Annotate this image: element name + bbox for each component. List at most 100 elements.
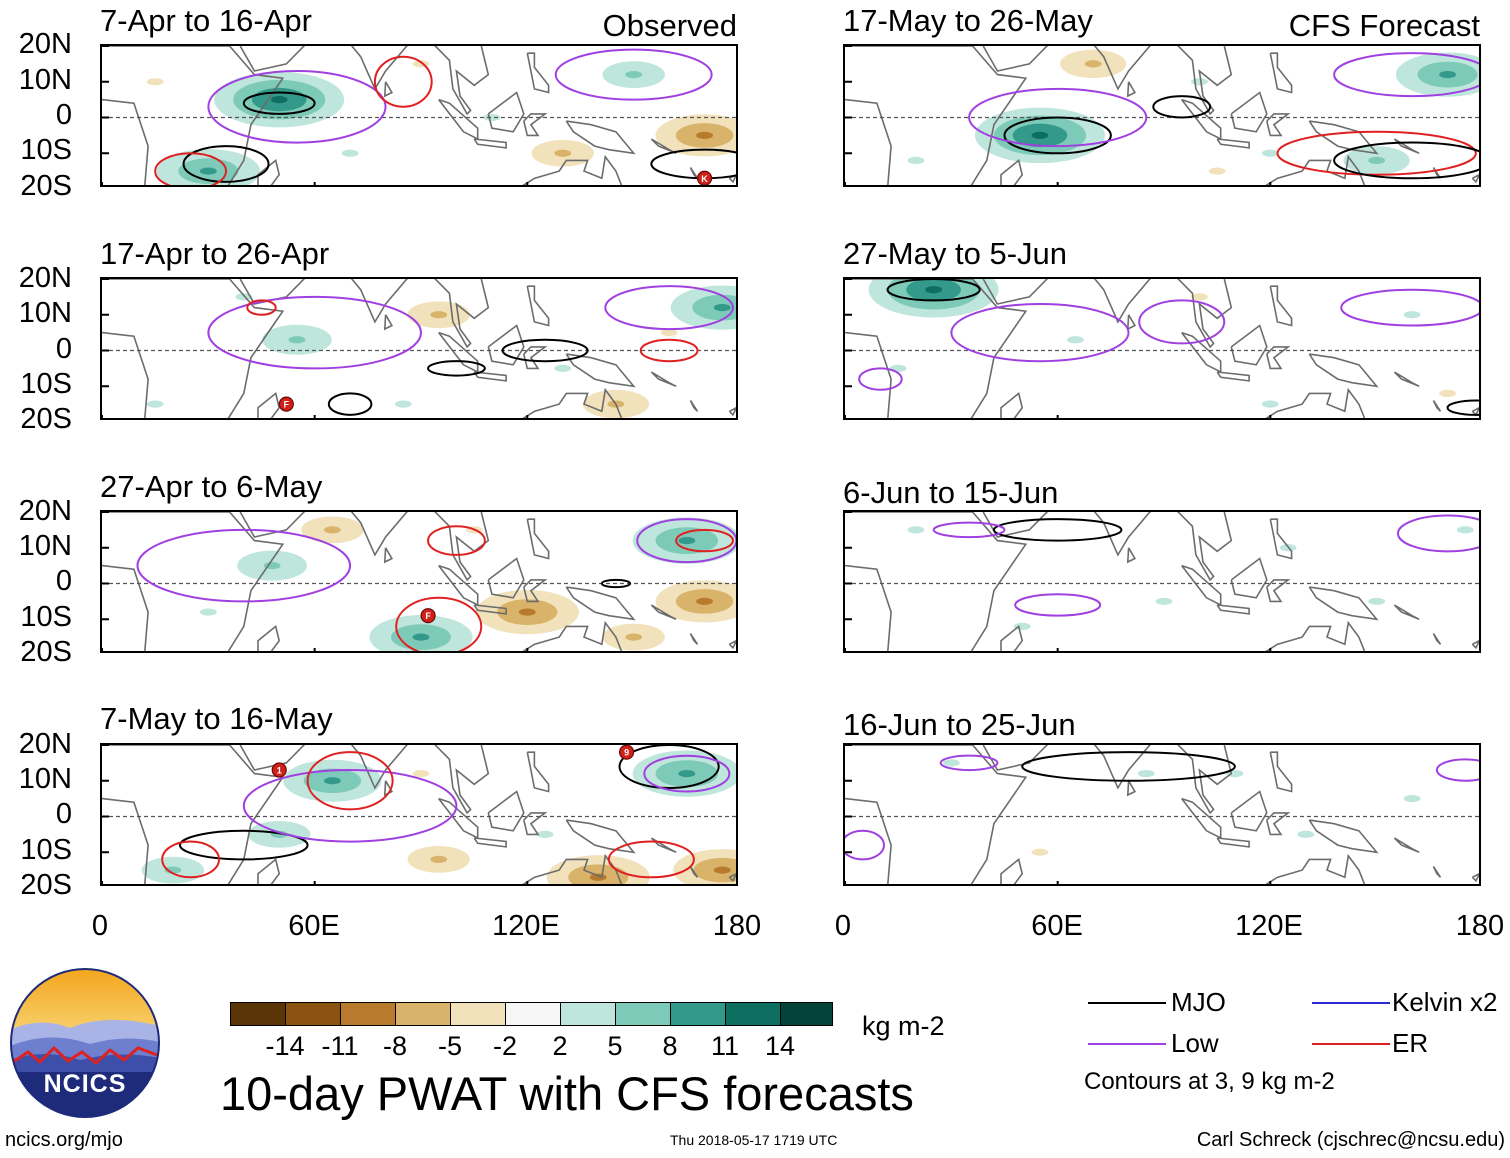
colorbar-label: -2 [492, 1031, 517, 1061]
anomaly-patch [907, 526, 925, 534]
contour-layer [968, 52, 1479, 180]
anomaly-patch [678, 770, 696, 778]
panel-title-8: 16-Jun to 25-Jun [843, 707, 1076, 742]
footer-url[interactable]: ncics.org/mjo [5, 1129, 123, 1151]
colorbar-label: 11 [710, 1031, 740, 1061]
africa-coastline [102, 46, 285, 185]
map-panel-2: F [100, 277, 738, 420]
vanuatu-coastline [689, 167, 699, 179]
xtick-120e-left: 120E [492, 910, 560, 942]
contour-mjo [600, 578, 632, 589]
solomon-islands-coastline [1393, 138, 1420, 155]
map-panel-1: K [100, 44, 738, 187]
vanuatu-coastline [1432, 866, 1442, 878]
anomaly-patch [1439, 71, 1456, 79]
anomaly-patch [430, 855, 448, 863]
anomaly-patch [660, 329, 678, 337]
contour-low [1014, 593, 1102, 617]
contour-low [939, 754, 999, 772]
fiji-coastline [728, 873, 736, 883]
sumatra-coastline [438, 98, 479, 141]
arabia-coastline [239, 46, 306, 72]
contour-mjo [618, 745, 720, 789]
contour-er [675, 528, 734, 553]
anomaly-patch [713, 866, 731, 874]
new-guinea-coastline [1308, 586, 1379, 621]
contour-er [154, 152, 228, 185]
contour-layer [161, 745, 731, 879]
anomaly-patch [625, 71, 643, 79]
solomon-islands-coastline [650, 604, 677, 621]
ytick-20n: 20N [18, 728, 72, 760]
anomaly-patch [1013, 622, 1031, 630]
contour-mjo [1021, 751, 1236, 782]
colorbar-label: -5 [437, 1031, 462, 1061]
legend-label-kelvin: Kelvin x2 [1392, 987, 1498, 1017]
sulawesi-coastline [523, 346, 548, 370]
new-guinea-coastline [1308, 120, 1379, 155]
contour-mjo [327, 392, 373, 416]
contour-mjo [242, 91, 316, 115]
india-coastline [350, 46, 409, 91]
fiji-coastline [728, 640, 736, 650]
anomaly-patch [430, 311, 448, 319]
ytick-10s: 10S [20, 368, 72, 400]
anomaly-patch [1297, 830, 1315, 838]
contour-er [607, 840, 695, 879]
borneo-coastline [487, 324, 525, 366]
anomaly-patch [518, 608, 536, 616]
colorbar-box-2 [285, 1002, 341, 1026]
contour-low [1435, 758, 1479, 782]
legend-label-er: ER [1392, 1028, 1429, 1058]
tropical-cyclone-label: 1 [277, 766, 282, 776]
axis-ticks [845, 46, 1272, 185]
footer-timestamp: Thu 2018-05-17 1719 UTC [670, 1132, 838, 1148]
sri-lanka-coastline [1126, 314, 1137, 331]
contour-mjo [501, 338, 589, 363]
axis-ticks [102, 745, 529, 884]
indochina-coastline [434, 512, 490, 582]
anomaly-patch [199, 167, 217, 175]
india-coastline [1093, 46, 1152, 91]
fiji-coastline [728, 407, 736, 417]
legend-label-mjo: MJO [1171, 987, 1226, 1017]
vanuatu-coastline [1432, 633, 1442, 645]
australia-coastline [1265, 154, 1366, 185]
contour-note: Contours at 3, 9 kg m-2 [1084, 1068, 1335, 1095]
ytick-20n: 20N [18, 262, 72, 294]
contour-er [161, 840, 221, 879]
ytick-10n: 10N [18, 763, 72, 795]
anomaly-patch [235, 293, 253, 301]
colorbar-box-6 [505, 1002, 561, 1026]
anomaly-patch [1403, 311, 1421, 319]
contour-low [950, 303, 1130, 363]
anomaly-patch [696, 131, 713, 139]
fiji-coastline [1471, 407, 1479, 417]
legend-line-low [1088, 1043, 1166, 1045]
new-guinea-coastline [565, 353, 636, 388]
contour-low [1333, 52, 1479, 98]
tropical-cyclone-icon [278, 396, 294, 412]
africa-coastline [102, 279, 285, 418]
ncics-logo-graphic [10, 968, 160, 1118]
africa-coastline [102, 512, 285, 651]
java-coastline [1216, 371, 1250, 382]
colorbar-label: 2 [552, 1031, 568, 1061]
contour-mjo [1333, 141, 1479, 180]
ytick-10s: 10S [20, 601, 72, 633]
tropical-cyclone-label: 9 [624, 748, 629, 758]
anomaly-patch [288, 336, 306, 344]
anomaly-patch [270, 96, 288, 104]
ytick-0: 0 [55, 333, 72, 365]
anomaly-patch [394, 400, 412, 408]
legend-line-kelvin [1312, 1002, 1390, 1004]
solomon-islands-coastline [650, 138, 677, 155]
xtick-60e-right: 60E [1031, 910, 1083, 942]
xtick-120e-right: 120E [1235, 910, 1303, 942]
colorbar-label: 8 [662, 1031, 678, 1061]
indochina-coastline [434, 46, 490, 116]
contour-low [932, 521, 1006, 539]
ytick-10n: 10N [18, 530, 72, 562]
tropical-cyclone-icon [696, 170, 713, 185]
ytick-10s: 10S [20, 134, 72, 166]
